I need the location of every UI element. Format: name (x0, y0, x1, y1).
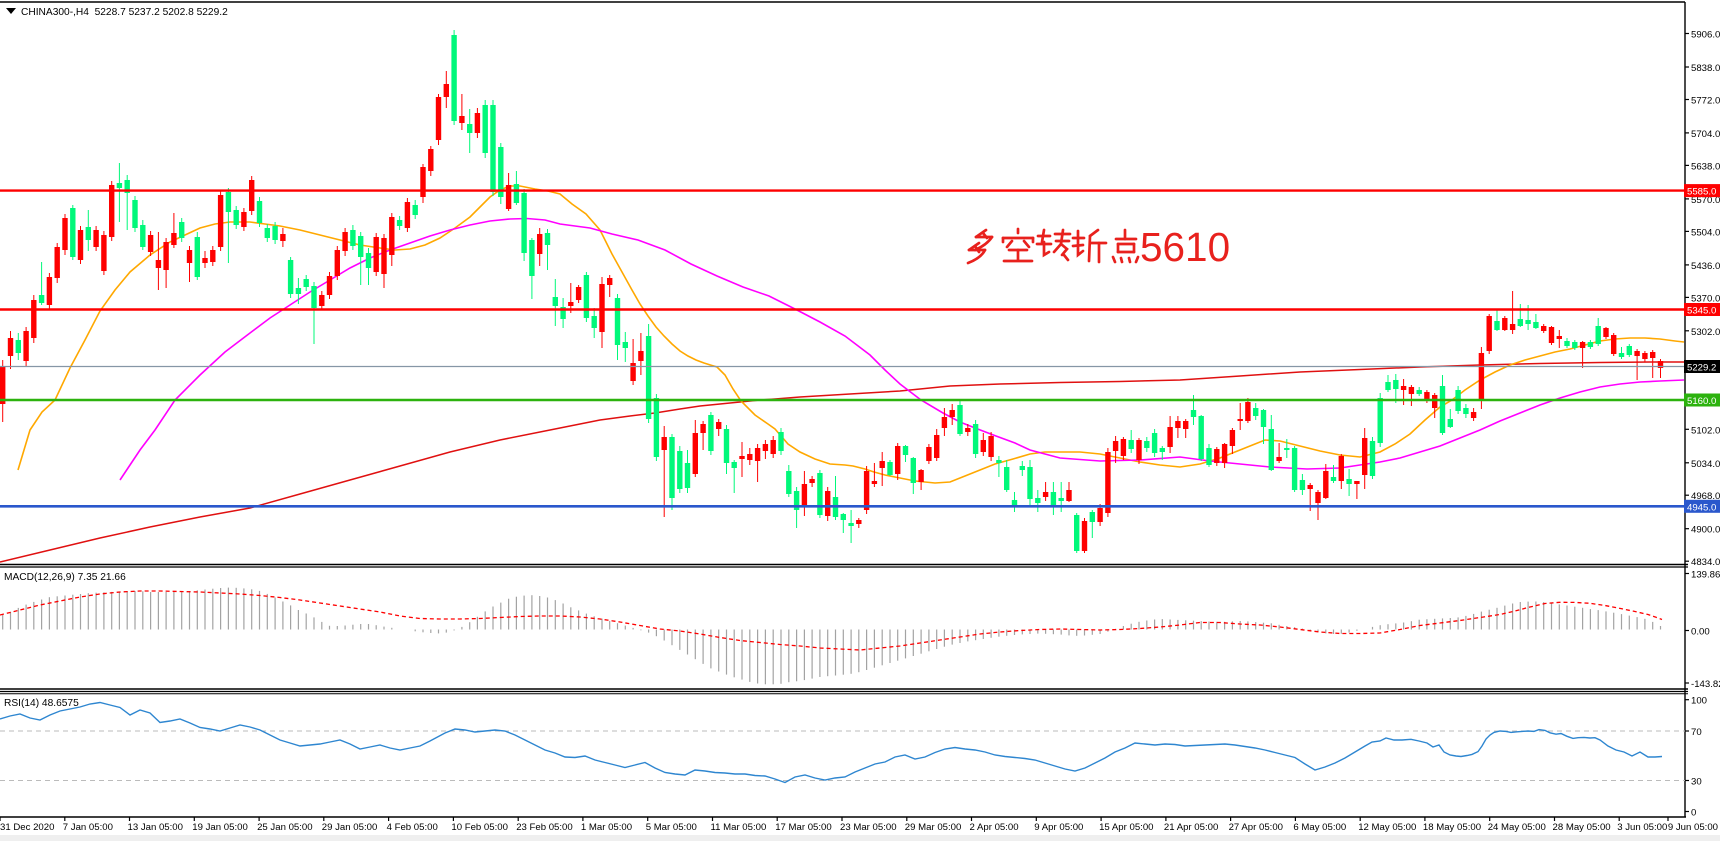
svg-text:MACD(12,26,9) 7.35 21.66: MACD(12,26,9) 7.35 21.66 (4, 572, 126, 583)
svg-text:12 May 05:00: 12 May 05:00 (1358, 822, 1416, 833)
svg-text:28 May 05:00: 28 May 05:00 (1553, 822, 1611, 833)
svg-text:5034.0: 5034.0 (1691, 459, 1720, 470)
svg-text:5345.0: 5345.0 (1687, 306, 1716, 317)
svg-text:11 Mar 05:00: 11 Mar 05:00 (711, 822, 767, 833)
svg-text:CHINA300-,H4 5228.7 5237.2 52: CHINA300-,H4 5228.7 5237.2 5202.8 5229.2 (21, 7, 228, 18)
svg-text:5229.2: 5229.2 (1687, 363, 1716, 374)
svg-text:4945.0: 4945.0 (1687, 502, 1716, 513)
svg-text:5638.0: 5638.0 (1691, 161, 1720, 172)
svg-text:5585.0: 5585.0 (1687, 187, 1716, 198)
svg-text:29 Mar 05:00: 29 Mar 05:00 (905, 822, 962, 833)
svg-text:10 Feb 05:00: 10 Feb 05:00 (451, 822, 508, 833)
svg-text:5302.0: 5302.0 (1691, 327, 1720, 338)
svg-text:19 Jan 05:00: 19 Jan 05:00 (192, 822, 247, 833)
svg-text:100: 100 (1691, 696, 1707, 707)
svg-text:5436.0: 5436.0 (1691, 261, 1720, 272)
svg-text:18 May 05:00: 18 May 05:00 (1423, 822, 1481, 833)
svg-text:27 Apr 05:00: 27 Apr 05:00 (1229, 822, 1283, 833)
svg-text:5102.0: 5102.0 (1691, 425, 1720, 436)
svg-text:24 May 05:00: 24 May 05:00 (1488, 822, 1546, 833)
svg-text:9 Jun 05:00: 9 Jun 05:00 (1668, 822, 1718, 833)
svg-text:-143.82: -143.82 (1691, 679, 1720, 690)
svg-text:5906.0: 5906.0 (1691, 30, 1720, 41)
svg-text:2 Apr 05:00: 2 Apr 05:00 (970, 822, 1019, 833)
svg-text:3 Jun 05:00: 3 Jun 05:00 (1617, 822, 1667, 833)
svg-text:23 Feb 05:00: 23 Feb 05:00 (516, 822, 573, 833)
svg-text:4900.0: 4900.0 (1691, 525, 1720, 536)
svg-text:7 Jan 05:00: 7 Jan 05:00 (63, 822, 113, 833)
svg-text:6 May 05:00: 6 May 05:00 (1293, 822, 1346, 833)
svg-text:5838.0: 5838.0 (1691, 63, 1720, 74)
svg-text:RSI(14) 48.6575: RSI(14) 48.6575 (4, 698, 79, 709)
svg-text:139.86: 139.86 (1691, 570, 1720, 581)
svg-text:9 Apr 05:00: 9 Apr 05:00 (1034, 822, 1083, 833)
svg-text:13 Jan 05:00: 13 Jan 05:00 (128, 822, 183, 833)
svg-text:1 Mar 05:00: 1 Mar 05:00 (581, 822, 632, 833)
svg-text:30: 30 (1691, 777, 1702, 788)
svg-text:5 Mar 05:00: 5 Mar 05:00 (646, 822, 697, 833)
svg-text:25 Jan 05:00: 25 Jan 05:00 (257, 822, 312, 833)
svg-text:31 Dec 2020: 31 Dec 2020 (0, 822, 54, 833)
svg-text:15 Apr 05:00: 15 Apr 05:00 (1099, 822, 1153, 833)
svg-text:4 Feb 05:00: 4 Feb 05:00 (387, 822, 438, 833)
svg-text:29 Jan 05:00: 29 Jan 05:00 (322, 822, 377, 833)
svg-text:23 Mar 05:00: 23 Mar 05:00 (840, 822, 897, 833)
svg-text:0: 0 (1691, 808, 1696, 819)
svg-text:5704.0: 5704.0 (1691, 129, 1720, 140)
svg-text:4834.0: 4834.0 (1691, 557, 1720, 568)
svg-text:5504.0: 5504.0 (1691, 227, 1720, 238)
svg-text:0.00: 0.00 (1691, 627, 1710, 638)
svg-text:21 Apr 05:00: 21 Apr 05:00 (1164, 822, 1218, 833)
svg-text:5570.0: 5570.0 (1691, 195, 1720, 206)
svg-text:70: 70 (1691, 727, 1702, 738)
svg-text:5772.0: 5772.0 (1691, 96, 1720, 107)
svg-text:17 Mar 05:00: 17 Mar 05:00 (775, 822, 832, 833)
svg-text:5160.0: 5160.0 (1687, 396, 1716, 407)
svg-text:4968.0: 4968.0 (1691, 491, 1720, 502)
svg-text:5610: 5610 (1140, 224, 1230, 270)
svg-text:5370.0: 5370.0 (1691, 293, 1720, 304)
